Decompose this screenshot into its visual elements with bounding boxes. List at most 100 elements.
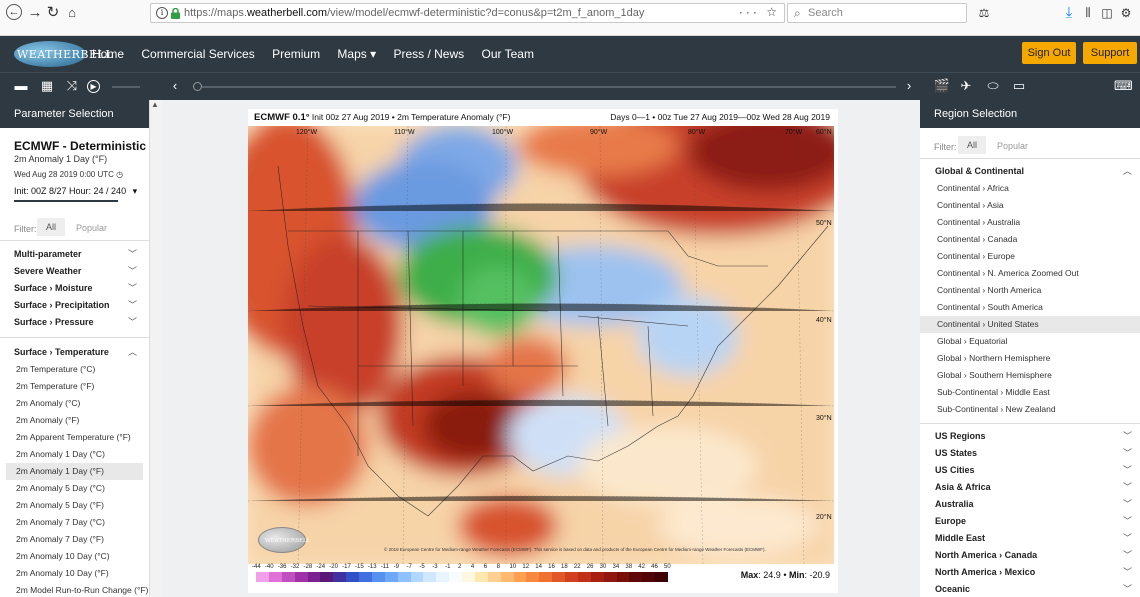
parameter-item[interactable]: 2m Apparent Temperature (°F) xyxy=(16,432,131,442)
category-severe-weather[interactable]: Severe Weather ﹀ xyxy=(0,263,149,280)
parameter-item[interactable]: 2m Anomaly 1 Day (°C) xyxy=(16,449,105,459)
region-item[interactable]: Continental › North America xyxy=(937,285,1042,295)
home-icon[interactable]: ⌂ xyxy=(68,5,76,20)
group-europe[interactable]: Europe ﹀ xyxy=(920,513,1140,530)
group-middle-east[interactable]: Middle East ﹀ xyxy=(920,530,1140,547)
parameter-item[interactable]: 2m Temperature (°F) xyxy=(16,381,95,391)
group-global-continental[interactable]: Global & Continental ︿ xyxy=(920,163,1140,180)
parameter-item[interactable]: 2m Anomaly 5 Day (°C) xyxy=(16,483,105,493)
parameter-item[interactable]: 2m Anomaly 7 Day (°F) xyxy=(16,534,104,544)
chevron-right-icon[interactable]: › xyxy=(906,78,912,93)
parameter-item[interactable]: 2m Anomaly (°C) xyxy=(16,398,81,408)
weatherbell-logo[interactable]: WEATHERBELL xyxy=(14,41,113,67)
category-surface-moisture[interactable]: Surface › Moisture ﹀ xyxy=(0,280,149,297)
library-icon[interactable]: ⫼ xyxy=(1085,7,1091,19)
nav-home[interactable]: Home xyxy=(92,47,125,61)
region-item[interactable]: Global › Southern Hemisphere xyxy=(937,370,1052,380)
lat-label-50n: 50°N xyxy=(816,219,832,227)
browser-search-input[interactable]: ⌕ Search xyxy=(787,3,967,23)
keyboard-icon[interactable]: ⌨ xyxy=(1114,78,1133,93)
sign-out-button[interactable]: Sign Out xyxy=(1022,42,1076,64)
parameter-item[interactable]: 2m Anomaly 10 Day (°C) xyxy=(16,551,110,561)
forward-icon[interactable]: → xyxy=(27,4,43,21)
region-item[interactable]: Continental › Asia xyxy=(937,200,1004,210)
group-oceanic[interactable]: Oceanic ﹀ xyxy=(920,581,1140,597)
legend-tick: -3 xyxy=(432,564,438,570)
chevron-down-icon[interactable]: ▾ xyxy=(132,186,138,196)
time-slider-handle[interactable] xyxy=(193,82,202,91)
sidebar-icon[interactable]: ◫ xyxy=(1101,6,1113,20)
region-filter-popular-tab[interactable]: Popular xyxy=(997,141,1029,151)
grid-icon[interactable]: ▦ xyxy=(40,78,54,93)
init-hour-select[interactable]: Init: 00Z 8/27 Hour: 24 / 240 ▾ xyxy=(14,186,149,197)
group-australia[interactable]: Australia ﹀ xyxy=(920,496,1140,513)
speed-slider[interactable] xyxy=(112,86,140,88)
region-item[interactable]: Global › Northern Hemisphere xyxy=(937,353,1051,363)
parameter-item[interactable]: 2m Anomaly 7 Day (°C) xyxy=(16,517,105,527)
panel-toggle-icon[interactable]: ▬ xyxy=(14,78,28,93)
page-actions-icon[interactable]: ··· ☆ xyxy=(738,5,780,19)
parameter-item[interactable]: 2m Model Run-to-Run Change (°F) xyxy=(16,585,149,595)
group-asia-africa[interactable]: Asia & Africa ﹀ xyxy=(920,479,1140,496)
url-bar[interactable]: i https://maps.weatherbell.com/view/mode… xyxy=(150,3,785,23)
region-item[interactable]: Continental › South America xyxy=(937,302,1043,312)
legend-tick: 46 xyxy=(651,564,658,570)
back-icon[interactable]: ← xyxy=(6,4,22,20)
group-north-america-canada[interactable]: North America › Canada ﹀ xyxy=(920,547,1140,564)
reload-icon[interactable]: ↻ xyxy=(46,4,60,21)
group-us-states[interactable]: US States ﹀ xyxy=(920,445,1140,462)
temperature-anomaly-map[interactable]: 120°W 110°W 100°W 90°W 80°W 70°W 60°N 50… xyxy=(248,126,834,564)
parameter-item[interactable]: 2m Temperature (°C) xyxy=(16,364,96,374)
menu-icon[interactable]: ⚙ xyxy=(1120,6,1132,20)
legend-tick: -17 xyxy=(342,564,351,570)
category-surface-temperature[interactable]: Surface › Temperature ︿ xyxy=(0,344,149,361)
nav-maps[interactable]: Maps ▾ xyxy=(337,47,377,61)
parameter-item[interactable]: 2m Anomaly 10 Day (°F) xyxy=(16,568,109,578)
region-filter-all-tab[interactable]: All xyxy=(958,136,987,154)
shuffle-icon[interactable]: ⤨ xyxy=(66,78,78,93)
legend-swatch xyxy=(474,572,488,582)
play-icon[interactable]: ▸ xyxy=(87,80,100,93)
region-item[interactable]: Global › Equatorial xyxy=(937,336,1008,346)
scroll-up-icon[interactable]: ▲ xyxy=(151,100,159,109)
group-us-regions[interactable]: US Regions ﹀ xyxy=(920,428,1140,445)
region-item[interactable]: Continental › N. America Zoomed Out xyxy=(937,268,1079,278)
parameter-item[interactable]: 2m Anomaly 5 Day (°F) xyxy=(16,500,104,510)
nav-our-team[interactable]: Our Team xyxy=(481,47,534,61)
nav-commercial-services[interactable]: Commercial Services xyxy=(141,47,255,61)
group-north-america-mexico[interactable]: North America › Mexico ﹀ xyxy=(920,564,1140,581)
clock-icon[interactable]: ◷ xyxy=(116,170,124,179)
chevron-left-icon[interactable]: ‹ xyxy=(172,78,178,93)
category-label: Surface › Precipitation xyxy=(14,300,110,310)
plane-icon[interactable]: ✈ xyxy=(960,78,972,93)
region-item[interactable]: Continental › Europe xyxy=(937,251,1015,261)
filter-all-tab[interactable]: All xyxy=(37,218,66,236)
comment-icon[interactable]: ▭ xyxy=(1012,78,1026,93)
region-item[interactable]: Continental › United States xyxy=(920,316,1140,333)
nav-premium[interactable]: Premium xyxy=(272,47,321,61)
support-button[interactable]: Support xyxy=(1083,42,1137,64)
category-surface-pressure[interactable]: Surface › Pressure ﹀ xyxy=(0,314,149,331)
time-slider[interactable] xyxy=(193,82,896,91)
filter-popular-tab[interactable]: Popular xyxy=(76,223,108,233)
site-info-icon[interactable]: i xyxy=(156,7,168,19)
clapper-icon[interactable]: 🎬 xyxy=(933,78,951,93)
category-surface-precipitation[interactable]: Surface › Precipitation ﹀ xyxy=(0,297,149,314)
parameter-item[interactable]: 2m Anomaly (°F) xyxy=(16,415,80,425)
legend-swatch xyxy=(565,572,578,582)
category-multi-parameter[interactable]: Multi-parameter ﹀ xyxy=(0,246,149,263)
nav-press-news[interactable]: Press / News xyxy=(393,47,465,61)
region-item[interactable]: Continental › Australia xyxy=(937,217,1021,227)
download-icon[interactable]: ⤓ xyxy=(1065,4,1073,21)
legend-swatch xyxy=(590,572,604,582)
category-label: Surface › Moisture xyxy=(14,283,93,293)
region-item[interactable]: Sub-Continental › New Zealand xyxy=(937,404,1056,414)
mouse-icon[interactable]: ⬭ xyxy=(987,78,999,93)
group-us-cities[interactable]: US Cities ﹀ xyxy=(920,462,1140,479)
left-panel-scrollbar[interactable]: ▲ xyxy=(150,100,162,597)
screenshot-icon[interactable]: ⚖ xyxy=(978,6,990,20)
region-item[interactable]: Continental › Canada xyxy=(937,234,1018,244)
parameter-item[interactable]: 2m Anomaly 1 Day (°F) xyxy=(6,463,143,480)
region-item[interactable]: Sub-Continental › Middle East xyxy=(937,387,1050,397)
region-item[interactable]: Continental › Africa xyxy=(937,183,1009,193)
